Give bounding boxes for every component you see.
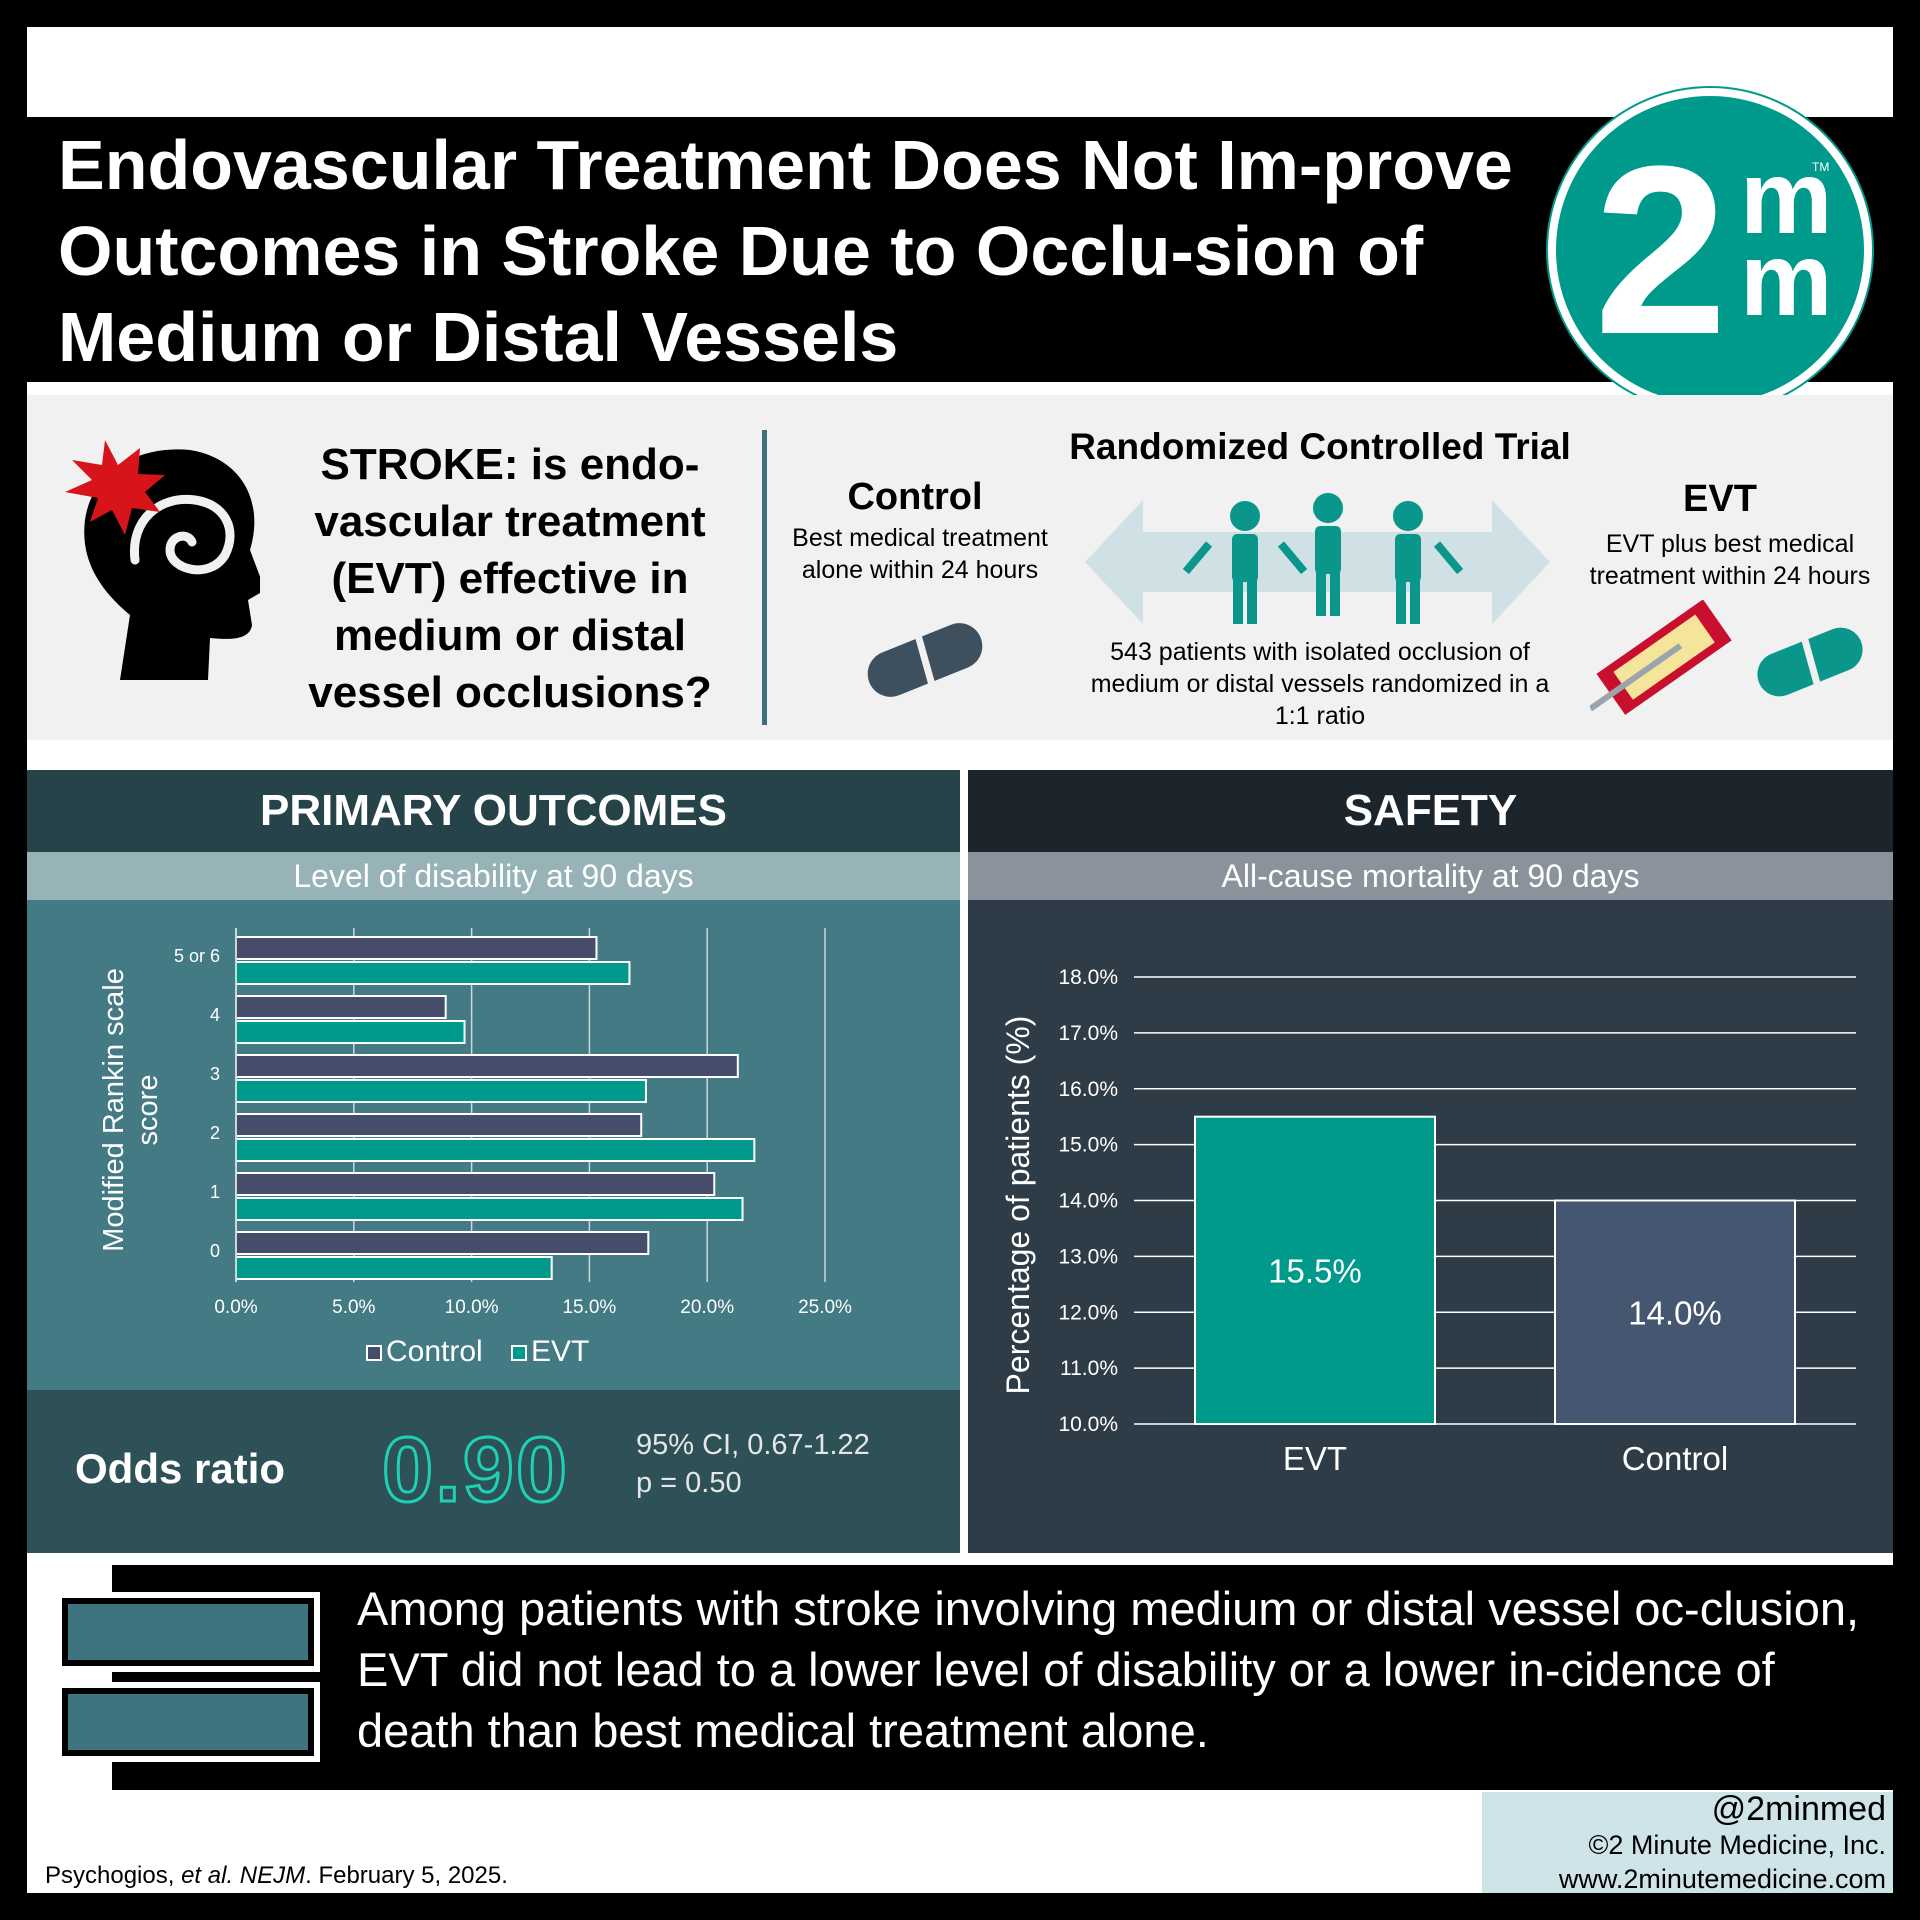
catheter-pill-icon — [1590, 600, 1863, 715]
legend-label-evt: EVT — [531, 1335, 589, 1368]
patients-arrow-icon — [1085, 493, 1550, 624]
odds-ratio-bar — [27, 1390, 960, 1553]
y-axis-label: Modified Rankin scalescore — [98, 968, 164, 1252]
control-arm-description: Best medical treatment alone within 24 h… — [792, 524, 1048, 584]
y-tick-label: 2 — [210, 1123, 220, 1143]
y-tick-label: 12.0% — [1058, 1301, 1118, 1324]
bar-evt — [235, 1020, 466, 1044]
y-axis-label-line: score — [132, 1075, 164, 1146]
y-tick-label: 11.0% — [1060, 1357, 1118, 1380]
panel-divider — [960, 770, 968, 1553]
control-arm-title: Control — [847, 476, 983, 518]
p-value: p = 0.50 — [636, 1467, 742, 1499]
bar-control — [235, 1113, 643, 1137]
bar-evt — [235, 1138, 756, 1162]
mortality-bar-chart: 10.0% 11.0% 12.0% 13.0% 14.0% 15.0% 16.0% 17.0%… — [1000, 966, 1856, 1477]
pill-icon — [867, 623, 983, 697]
bar-evt — [235, 1256, 553, 1280]
x-tick-label: 20.0% — [680, 1297, 734, 1318]
legend-swatch-evt — [511, 1345, 527, 1361]
legend-label-control: Control — [386, 1335, 483, 1368]
y-tick-label: 17.0% — [1058, 1022, 1118, 1045]
logo-trademark: TM — [1812, 160, 1830, 174]
logo-m-bottom: m — [1740, 222, 1833, 338]
stroke-head-icon — [65, 440, 260, 680]
bar-evt — [235, 961, 631, 985]
odds-ratio-value: 0.90 — [380, 1418, 570, 1523]
logo-m-top: m — [1740, 140, 1833, 256]
y-tick-label: 4 — [210, 1005, 220, 1025]
bar-evt — [235, 1079, 647, 1103]
x-tick-label: 0.0% — [214, 1297, 257, 1318]
copyright: ©2 Minute Medicine, Inc. — [1588, 1830, 1886, 1860]
social-handle: @2minmed — [1711, 1790, 1886, 1828]
data-label: 15.5% — [1268, 1252, 1362, 1289]
trial-title: Randomized Controlled Trial — [1069, 426, 1571, 467]
bar-control — [1554, 1199, 1796, 1425]
logo-numeral: 2 — [1594, 116, 1728, 384]
x-tick-label: 10.0% — [445, 1297, 499, 1318]
decorative-block-icon — [56, 1682, 320, 1762]
citation-date: . February 5, 2025. — [305, 1862, 508, 1889]
primary-outcomes-subheader: Level of disability at 90 days — [27, 852, 960, 900]
x-tick-label: Control — [1622, 1440, 1728, 1477]
y-tick-label: 10.0% — [1058, 1413, 1118, 1436]
y-tick-label: 3 — [210, 1064, 220, 1084]
y-tick-label: 0 — [210, 1241, 220, 1261]
study-design-section — [27, 395, 1893, 740]
evt-arm-description: EVT plus best medical treatment within 2… — [1589, 530, 1871, 590]
x-tick-label: 25.0% — [798, 1297, 852, 1318]
x-tick-label: EVT — [1283, 1440, 1347, 1477]
bar-control — [235, 995, 447, 1019]
odds-ratio-ci: 95% CI, 0.67-1.22 p = 0.50 — [636, 1426, 870, 1502]
citation: Psychogios, et al. NEJM. February 5, 202… — [45, 1862, 508, 1890]
y-tick-label: 18.0% — [1058, 966, 1118, 989]
y-tick-label: 14.0% — [1058, 1190, 1118, 1213]
decorative-block-icon — [56, 1592, 320, 1672]
y-tick-label: 13.0% — [1058, 1245, 1118, 1268]
conclusion-bar — [112, 1565, 1893, 1790]
section-divider — [762, 430, 767, 725]
x-tick-label: 15.0% — [562, 1297, 616, 1318]
data-label: 14.0% — [1628, 1294, 1722, 1331]
page-title: Endovascular Treatment Does Not Im-prove… — [58, 126, 1513, 376]
safety-header: SAFETY — [968, 770, 1893, 852]
legend-swatch-control — [366, 1345, 382, 1361]
patients-description: 543 patients with isolated occlusion of … — [1090, 638, 1550, 730]
bar-control — [235, 1172, 716, 1196]
bar-evt — [1194, 1115, 1436, 1425]
y-axis-label-line: Modified Rankin scale — [98, 968, 130, 1252]
odds-ratio-label: Odds ratio — [75, 1445, 286, 1492]
disability-bar-chart: 0.0% 5.0% 10.0% 15.0% 20.0% 25.0% 5 or 6 4 3 2 1 0 M… — [98, 928, 852, 1368]
confidence-interval: 95% CI, 0.67-1.22 — [636, 1429, 870, 1461]
y-tick-label: 5 or 6 — [174, 946, 220, 966]
y-tick-label: 15.0% — [1058, 1134, 1118, 1157]
citation-author: Psychogios, — [45, 1862, 182, 1889]
bar-control — [235, 936, 598, 960]
study-question: STROKE: is endo-vascular treatment (EVT)… — [308, 440, 712, 717]
footer-credit-box — [1482, 1792, 1893, 1893]
primary-outcomes-header: PRIMARY OUTCOMES — [27, 770, 960, 852]
burst-icon — [65, 440, 165, 535]
bar-evt — [235, 1197, 744, 1221]
website-link[interactable]: www.2minutemedicine.com — [1558, 1864, 1886, 1894]
safety-subheader: All-cause mortality at 90 days — [968, 852, 1893, 900]
y-tick-label: 1 — [210, 1182, 220, 1202]
y-tick-label: 16.0% — [1058, 1078, 1118, 1101]
evt-arm-title: EVT — [1683, 478, 1757, 520]
citation-journal: et al. NEJM — [181, 1862, 306, 1889]
people-icon — [1182, 493, 1464, 624]
bar-control — [235, 1231, 650, 1255]
y-axis-label: Percentage of patients (%) — [1000, 1016, 1036, 1395]
bar-control — [235, 1054, 739, 1078]
conclusion-text: Among patients with stroke involving med… — [357, 1582, 1860, 1757]
x-tick-label: 5.0% — [332, 1297, 375, 1318]
